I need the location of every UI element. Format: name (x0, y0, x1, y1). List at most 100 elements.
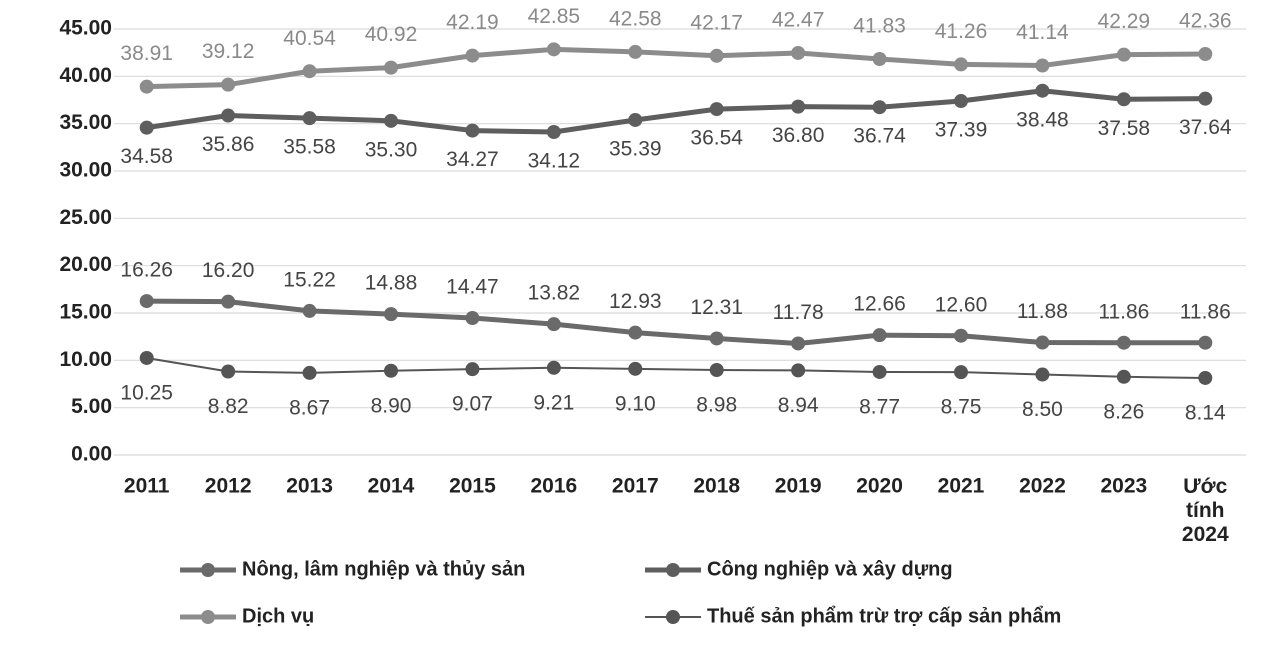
y-tick-label: 30.00 (59, 159, 112, 182)
data-point (465, 48, 480, 63)
series-line (146, 46, 1206, 90)
x-tick-label-line: 2024 (1182, 523, 1229, 546)
data-point (872, 328, 887, 343)
data-point (1035, 83, 1050, 98)
data-point (546, 317, 561, 332)
data-label: 10.25 (120, 382, 173, 405)
data-label: 42.36 (1179, 10, 1232, 33)
x-tick-label: 2012 (205, 475, 252, 498)
data-point (791, 99, 806, 114)
x-tick-label: 2023 (1100, 475, 1147, 498)
data-point (1198, 46, 1213, 61)
data-label: 9.21 (533, 391, 574, 414)
data-point (302, 303, 317, 318)
data-label: 35.39 (609, 138, 662, 161)
data-label: 37.58 (1098, 117, 1151, 140)
data-label: 8.14 (1185, 401, 1226, 424)
data-point (872, 52, 887, 67)
data-point (709, 102, 724, 117)
data-point (954, 328, 968, 343)
data-point (546, 42, 561, 57)
data-point (628, 112, 643, 127)
data-point (791, 363, 806, 378)
x-tick-label: 2017 (612, 475, 659, 498)
data-point (465, 362, 480, 377)
y-tick-label: 40.00 (59, 64, 112, 87)
data-point (1116, 369, 1131, 384)
data-label: 11.78 (773, 301, 824, 324)
x-tick-label: 2011 (124, 475, 170, 498)
data-label: 14.47 (446, 276, 499, 299)
data-point (1116, 47, 1131, 62)
data-label: 8.67 (289, 396, 330, 419)
data-point (709, 331, 724, 346)
data-point (1198, 370, 1213, 385)
data-label: 12.66 (853, 293, 906, 316)
data-label: 36.80 (772, 124, 825, 147)
data-point (221, 294, 236, 309)
x-tick-label: 2013 (286, 475, 333, 498)
legend-label: Nông, lâm nghiệp và thủy sản (242, 558, 525, 580)
data-label: 8.50 (1022, 398, 1063, 421)
data-point (139, 79, 154, 94)
data-point (1116, 335, 1131, 350)
data-label: 11.86 (1098, 300, 1149, 323)
data-label: 11.88 (1017, 300, 1068, 323)
legend-marker (666, 563, 680, 577)
data-point (1198, 335, 1213, 350)
data-point (954, 365, 968, 380)
data-point (1116, 92, 1131, 107)
data-point (628, 325, 643, 340)
data-point (1035, 335, 1050, 350)
data-label: 36.74 (853, 125, 906, 148)
data-point (709, 48, 724, 63)
data-label: 40.92 (365, 23, 418, 46)
data-point (1198, 91, 1213, 106)
data-label: 34.58 (120, 145, 173, 168)
data-point (302, 365, 317, 380)
data-point (221, 77, 236, 92)
data-label: 12.31 (690, 296, 743, 319)
y-tick-label: 5.00 (71, 395, 112, 418)
x-tick-label: 2018 (693, 475, 740, 498)
data-label: 8.82 (208, 395, 249, 418)
data-label: 8.75 (941, 396, 982, 419)
series-line (146, 356, 1206, 379)
data-point (302, 111, 317, 126)
data-point (791, 45, 806, 60)
x-tick-label-line: Ước (1183, 475, 1227, 498)
x-tick-label: 2016 (530, 475, 577, 498)
data-point (954, 57, 968, 72)
data-label: 15.22 (283, 268, 336, 291)
legend-marker (201, 563, 215, 577)
data-label: 41.83 (853, 15, 906, 38)
data-point (872, 364, 887, 379)
data-label: 38.48 (1016, 108, 1069, 131)
legend-label: Công nghiệp và xây dựng (707, 558, 953, 580)
series-line (146, 298, 1206, 346)
y-tick-label: 15.00 (59, 301, 112, 324)
y-tick-label: 20.00 (59, 253, 112, 276)
data-point (628, 361, 643, 376)
data-label: 8.94 (778, 394, 819, 417)
data-label: 42.58 (609, 7, 662, 30)
data-point (384, 113, 398, 128)
legend-label: Dịch vụ (242, 605, 314, 627)
data-point (384, 307, 398, 322)
data-label: 42.85 (528, 5, 581, 28)
data-label: 8.98 (696, 394, 737, 417)
x-tick-label: 2021 (938, 475, 985, 498)
data-label: 9.10 (615, 392, 656, 415)
x-tick-label: 2015 (449, 475, 496, 498)
data-point (221, 108, 236, 123)
data-label: 40.54 (283, 27, 336, 50)
data-point (628, 44, 643, 59)
data-point (384, 60, 398, 75)
data-label: 35.58 (283, 136, 336, 159)
data-label: 14.88 (365, 272, 418, 295)
data-point (384, 363, 398, 378)
data-label: 34.12 (528, 150, 581, 173)
legend-marker (666, 610, 680, 624)
x-tick-label: 2019 (775, 475, 822, 498)
